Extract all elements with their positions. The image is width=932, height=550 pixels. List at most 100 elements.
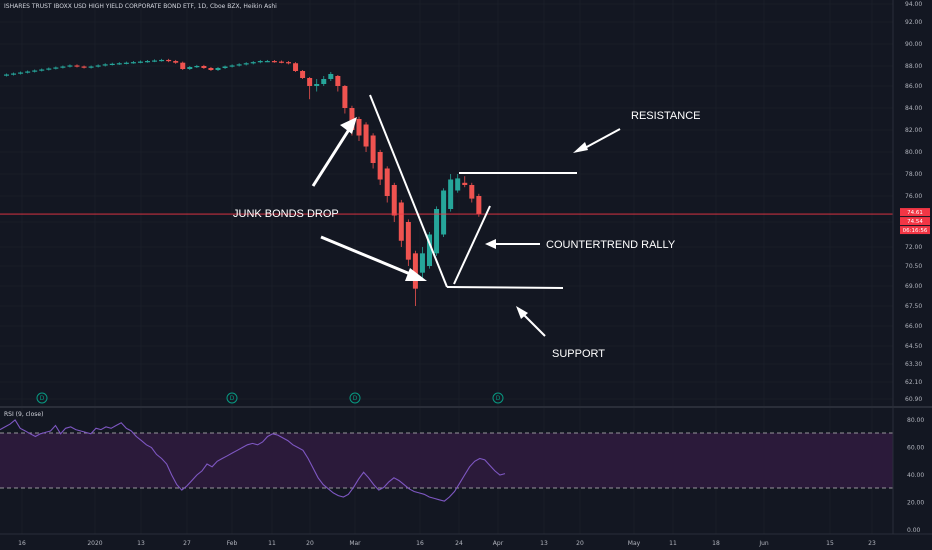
candle-body bbox=[208, 68, 214, 70]
dividend-marker[interactable] bbox=[492, 392, 504, 404]
candle-body bbox=[412, 253, 418, 289]
rsi-panel bbox=[0, 419, 893, 502]
support-arrow-head bbox=[516, 306, 528, 319]
candle-body bbox=[243, 63, 249, 65]
rsi-line bbox=[0, 419, 506, 502]
candle-body bbox=[441, 190, 447, 235]
arrow-up-shaft bbox=[311, 127, 352, 187]
candle-body bbox=[307, 78, 313, 86]
candle-body bbox=[173, 61, 179, 63]
time-tick-label: Feb bbox=[227, 540, 238, 547]
price-tick-label: 60.90 bbox=[905, 396, 922, 403]
arrow-down-head bbox=[405, 268, 427, 281]
price-tick-label: 84.00 bbox=[905, 105, 922, 112]
rsi-axis: 80.00 60.00 40.00 20.00 0.00 bbox=[907, 417, 924, 534]
candle-body bbox=[384, 168, 390, 196]
candle-body bbox=[194, 66, 200, 68]
candle-body bbox=[342, 86, 348, 108]
candle-body bbox=[271, 61, 277, 63]
candle-body bbox=[356, 119, 362, 136]
rsi-band bbox=[0, 433, 893, 488]
dividend-marker-label: D bbox=[353, 395, 358, 402]
candle-body bbox=[102, 64, 108, 66]
support-arrow-shaft bbox=[522, 313, 546, 337]
countertrend-arrow-head bbox=[485, 239, 496, 249]
dividend-marker-label: D bbox=[40, 395, 45, 402]
resistance-arrow-head bbox=[573, 142, 588, 153]
price-labels: 74.61 74.54 06:16:56 bbox=[900, 208, 930, 235]
rsi-title: RSI (9, close) bbox=[4, 411, 44, 418]
time-tick-label: 16 bbox=[18, 540, 26, 547]
candle-body bbox=[257, 61, 263, 63]
chart-title: ISHARES TRUST IBOXX USD HIGH YIELD CORPO… bbox=[4, 3, 277, 10]
candle-body bbox=[264, 61, 270, 63]
price-tick-label: 88.00 bbox=[905, 63, 922, 70]
candle-body bbox=[145, 61, 150, 63]
price-label-text: 06:16:56 bbox=[903, 228, 928, 234]
candle-body bbox=[455, 178, 461, 191]
candle-body bbox=[39, 69, 45, 71]
rsi-tick-label: 20.00 bbox=[907, 500, 924, 507]
candle-body bbox=[434, 209, 440, 254]
candle-body bbox=[419, 253, 425, 273]
dividend-marker[interactable] bbox=[349, 392, 361, 404]
candle-body bbox=[95, 65, 101, 67]
rsi-tick-label: 0.00 bbox=[907, 527, 921, 534]
time-tick-label: 27 bbox=[183, 540, 191, 547]
candle-body bbox=[462, 182, 468, 185]
price-label-box bbox=[900, 217, 930, 226]
price-tick-label: 86.00 bbox=[905, 83, 922, 90]
candle-body bbox=[25, 71, 31, 73]
arrow-up-head bbox=[340, 117, 357, 134]
candle-body bbox=[32, 70, 38, 72]
candle-body bbox=[391, 185, 397, 216]
candle-body bbox=[46, 68, 52, 70]
time-tick-label: 2020 bbox=[87, 540, 102, 547]
candle-body bbox=[293, 63, 299, 71]
candle-body bbox=[201, 66, 207, 68]
price-tick-label: 64.50 bbox=[905, 343, 922, 350]
price-tick-label: 82.00 bbox=[905, 127, 922, 134]
candle-body bbox=[187, 67, 193, 69]
drop-trendline bbox=[369, 94, 448, 288]
rsi-tick-label: 80.00 bbox=[907, 417, 924, 424]
candle-body bbox=[74, 65, 80, 67]
price-label-text: 74.61 bbox=[907, 210, 923, 216]
candle-body bbox=[314, 84, 320, 86]
candlestick-series bbox=[4, 58, 482, 306]
rsi-tick-label: 60.00 bbox=[907, 445, 924, 452]
support-line bbox=[446, 286, 564, 289]
candle-body bbox=[81, 66, 87, 68]
candle-body bbox=[180, 62, 186, 69]
candle-body bbox=[405, 222, 411, 260]
time-tick-label: 20 bbox=[576, 540, 584, 547]
time-axis: 16 2020 13 27 Feb 11 20 Mar 16 24 Apr 13 20 May 11 18 Ju… bbox=[18, 540, 876, 547]
price-label-box bbox=[900, 226, 930, 235]
candle-body bbox=[448, 179, 454, 209]
candle-body bbox=[109, 63, 115, 65]
rsi-tick-label: 40.00 bbox=[907, 472, 924, 479]
candle-body bbox=[328, 74, 334, 79]
annotation-support: SUPPORT bbox=[552, 348, 605, 360]
candle-body bbox=[130, 62, 136, 64]
candle-body bbox=[116, 63, 122, 65]
dividend-marker[interactable] bbox=[36, 392, 48, 404]
candle-body bbox=[222, 66, 228, 68]
time-tick-label: 18 bbox=[712, 540, 720, 547]
price-tick-label: 90.00 bbox=[905, 41, 922, 48]
candle-body bbox=[476, 196, 482, 215]
candle-body bbox=[349, 108, 355, 130]
price-tick-label: 76.00 bbox=[905, 193, 922, 200]
candle-body bbox=[18, 72, 24, 74]
candle-body bbox=[4, 74, 9, 76]
price-tick-label: 72.00 bbox=[905, 244, 922, 251]
annotation-resistance: RESISTANCE bbox=[631, 110, 700, 122]
resistance-arrow-shaft bbox=[582, 128, 621, 150]
candle-body bbox=[53, 67, 59, 69]
time-tick-label: 20 bbox=[306, 540, 314, 547]
dividend-marker[interactable] bbox=[226, 392, 238, 404]
candle-body bbox=[11, 73, 17, 75]
annotation-countertrend-rally: COUNTERTREND RALLY bbox=[546, 239, 676, 251]
